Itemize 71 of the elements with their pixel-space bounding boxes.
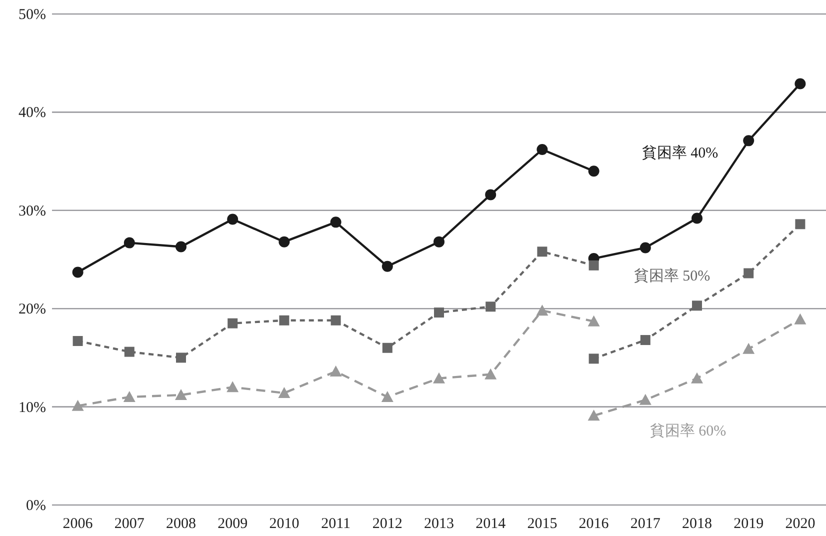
point [72,336,83,346]
point [795,219,806,230]
point [228,318,238,328]
x-tick-label: 2013 [424,516,454,532]
point [382,342,392,353]
point [176,241,186,252]
point [434,308,444,318]
series-label: 貧困率 40% [642,144,718,162]
x-tick-label: 2008 [166,516,196,532]
point [640,335,650,346]
point [72,400,84,411]
x-tick-label: 2014 [476,516,506,532]
point [330,216,342,228]
point [382,260,393,272]
y-tick-label: 30% [18,203,46,220]
point [226,381,239,392]
y-tick-label: 0% [26,498,46,514]
point [278,387,290,398]
x-tick-label: 2011 [321,516,351,532]
point [227,214,238,225]
point [588,166,600,177]
point [588,260,599,270]
point [692,300,702,311]
x-tick-label: 2018 [682,516,712,532]
point [588,354,599,364]
point [794,313,806,324]
point [279,315,290,326]
point [742,342,755,354]
x-tick-label: 2015 [527,516,558,532]
point [536,304,548,316]
point [434,236,444,248]
point [123,390,136,402]
y-tick-label: 20% [18,302,46,318]
x-tick-label: 2012 [372,516,402,532]
point [381,390,394,402]
point [124,346,134,357]
point [72,266,84,278]
point [744,268,754,278]
point [640,242,651,254]
point [743,135,754,146]
point [536,144,548,156]
point [330,365,342,376]
y-tick-label: 40% [18,105,46,122]
x-tick-label: 2006 [62,516,94,532]
point [124,237,135,248]
point [433,372,445,384]
x-tick-label: 2007 [114,516,145,532]
point [175,389,187,400]
point [176,352,186,363]
x-tick-label: 2009 [218,516,248,532]
point [278,236,290,248]
point [639,394,652,405]
x-tick-label: 2017 [630,516,661,532]
x-tick-label: 2010 [269,516,300,532]
point [588,315,600,326]
y-tick-label: 10% [18,400,46,416]
x-tick-label: 2019 [734,516,764,532]
point [794,78,806,90]
point [486,302,496,312]
point [537,246,548,257]
y-tick-label: 50% [18,7,46,23]
point [484,368,497,380]
point [692,212,702,224]
point [485,189,496,200]
x-tick-label: 2020 [785,516,816,532]
series-label: 貧困率 60% [650,422,726,440]
point [330,315,341,326]
series-label: 貧困率 50% [634,268,710,285]
point [691,372,703,384]
x-tick-label: 2016 [578,516,610,532]
point [588,410,600,421]
